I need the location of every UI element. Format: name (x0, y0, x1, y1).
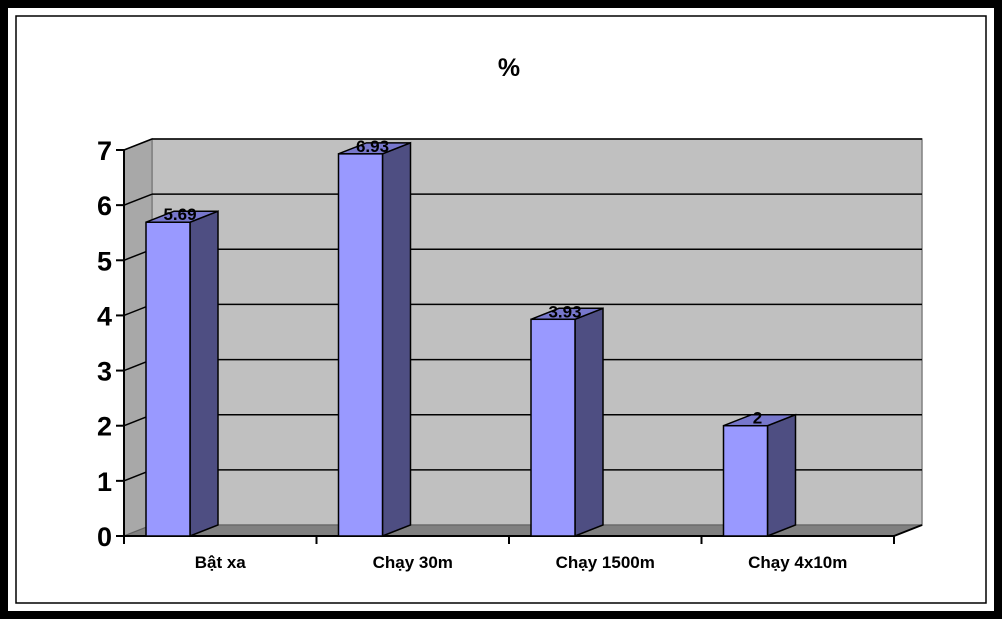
data-labels: 5.69 6.93 3.93 2 (163, 137, 762, 428)
y-tick-label: 0 (97, 522, 112, 552)
floor-edge (893, 524, 923, 537)
plot-area (123, 137, 923, 538)
y-tick-label: 1 (97, 467, 112, 497)
data-label: 5.69 (163, 205, 196, 224)
chart-title: % (498, 54, 520, 82)
gridline-side (123, 138, 153, 151)
bar-side (381, 141, 412, 538)
x-category-label: Chạy 4x10m (748, 553, 847, 572)
data-label: 2 (753, 409, 762, 428)
bar (722, 413, 797, 538)
bar-front (337, 153, 384, 537)
y-tick-label: 3 (97, 357, 112, 387)
gridline-side (123, 193, 153, 206)
x-category-label: Chạy 1500m (556, 553, 655, 572)
y-tick-label: 2 (97, 412, 112, 442)
bar (145, 210, 219, 538)
bar (530, 307, 604, 538)
y-tick-label: 4 (97, 301, 112, 331)
x-axis-ticks: Bật xa Chạy 30m Chạy 1500m Chạy 4x10m (123, 536, 895, 572)
bars (145, 141, 797, 538)
bar-front (722, 424, 769, 537)
floor (123, 524, 923, 537)
data-label: 6.93 (356, 137, 389, 156)
y-axis-ticks: 0 1 2 3 4 5 6 7 (97, 136, 124, 552)
bar (337, 141, 412, 538)
y-tick-label: 5 (97, 246, 112, 276)
y-tick-label: 6 (97, 191, 112, 221)
bar-side (766, 413, 797, 538)
bar-front (530, 318, 576, 537)
x-category-label: Bật xa (195, 553, 247, 572)
data-label: 3.93 (548, 302, 581, 321)
bar-front (145, 221, 191, 537)
inner-frame (15, 15, 987, 604)
bar-side (189, 210, 219, 538)
y-tick-label: 7 (97, 136, 112, 166)
x-category-label: Chạy 30m (373, 553, 453, 572)
bar-side (574, 307, 604, 538)
